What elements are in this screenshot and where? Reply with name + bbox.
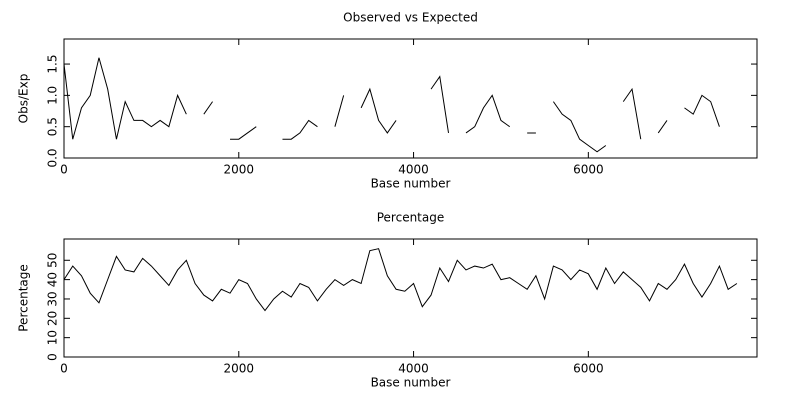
x-tick-label: 0 — [60, 163, 68, 177]
x-tick-label: 4000 — [398, 362, 429, 376]
y-tick-label: 0.0 — [46, 148, 60, 167]
y-tick-label: 10 — [46, 330, 60, 345]
x-tick-label: 2000 — [224, 163, 255, 177]
x-axis-label: Base number — [371, 376, 451, 390]
y-axis-label: Obs/Exp — [17, 74, 31, 124]
y-tick-label: 1.5 — [46, 55, 60, 74]
data-line — [63, 248, 738, 312]
x-tick-label: 2000 — [224, 362, 255, 376]
x-tick-label: 6000 — [573, 163, 604, 177]
y-tick-label: 0.5 — [46, 117, 60, 136]
x-axis-label: Base number — [371, 177, 451, 191]
chart-title: Percentage — [377, 211, 445, 225]
x-tick-label: 4000 — [398, 163, 429, 177]
x-tick-label: 0 — [60, 362, 68, 376]
y-tick-label: 20 — [46, 311, 60, 326]
y-axis-label: Percentage — [17, 264, 31, 332]
y-tick-label: 40 — [46, 272, 60, 287]
y-tick-label: 30 — [46, 291, 60, 306]
plot-frame — [63, 38, 758, 159]
y-tick-label: 1.0 — [46, 86, 60, 105]
data-line — [64, 58, 737, 152]
y-tick-label: 0 — [46, 353, 60, 361]
plot-frame — [63, 238, 758, 358]
x-tick-label: 6000 — [573, 362, 604, 376]
y-tick-label: 50 — [46, 253, 60, 268]
chart-title: Observed vs Expected — [343, 11, 478, 25]
